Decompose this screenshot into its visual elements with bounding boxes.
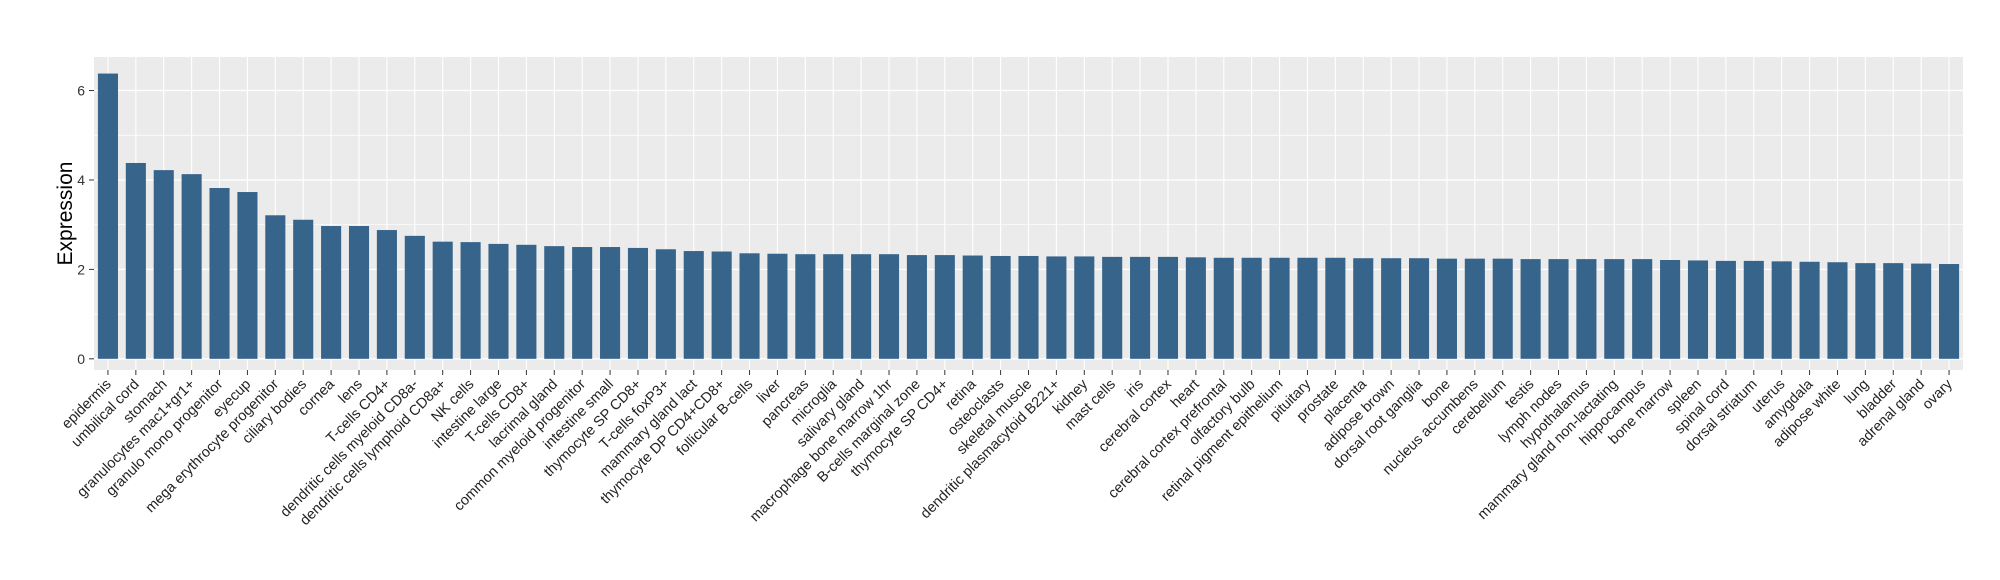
bars: [97, 73, 1960, 359]
bar: [572, 247, 593, 359]
bar: [739, 253, 760, 359]
bar: [1883, 263, 1904, 359]
bar: [1241, 257, 1262, 359]
bar: [1408, 258, 1430, 359]
bar: [1213, 257, 1234, 359]
bar: [1130, 256, 1151, 359]
bar: [1715, 260, 1736, 359]
y-tick-label: 0: [77, 351, 85, 367]
bar: [432, 241, 453, 359]
bar: [823, 254, 844, 359]
y-tick-label: 4: [77, 172, 85, 188]
bar: [1492, 258, 1513, 359]
bar: [404, 235, 425, 359]
bar: [181, 174, 202, 359]
bar: [1325, 257, 1346, 359]
bar: [544, 246, 565, 359]
bar: [125, 162, 146, 359]
bar: [878, 254, 900, 359]
bar: [1576, 259, 1597, 359]
bar: [237, 192, 258, 359]
bar: [851, 254, 872, 359]
bar: [1743, 260, 1764, 359]
bar: [460, 242, 481, 359]
bar: [265, 215, 286, 359]
bar: [1381, 258, 1402, 359]
bar: [293, 219, 314, 359]
bar: [1102, 256, 1123, 359]
bar: [795, 254, 816, 359]
bar: [683, 251, 704, 359]
bar: [1911, 263, 1932, 359]
bar: [1827, 262, 1848, 359]
bar: [516, 244, 537, 359]
bar: [1185, 257, 1206, 359]
bar: [488, 243, 509, 359]
bar: [1353, 258, 1374, 359]
bar: [1799, 261, 1820, 359]
bar: [655, 249, 676, 359]
bar: [321, 226, 342, 359]
bar: [1939, 264, 1960, 359]
bar: [1436, 258, 1457, 359]
bar: [627, 247, 649, 359]
bar: [1269, 257, 1290, 359]
bar: [990, 255, 1011, 359]
bar: [1687, 260, 1709, 359]
bar: [376, 230, 397, 359]
bar: [1632, 259, 1653, 359]
bar: [348, 226, 370, 359]
bar: [934, 255, 955, 359]
bar: [1297, 257, 1318, 359]
y-tick-label: 2: [77, 261, 85, 277]
bar: [1520, 259, 1541, 359]
bar: [906, 255, 927, 359]
bar: [1604, 259, 1625, 359]
y-axis-ticks: 0 2 4 6: [77, 83, 94, 367]
bar: [1464, 258, 1485, 359]
bar: [1660, 260, 1681, 359]
bar: [711, 251, 732, 359]
x-tick-label: ovary: [1919, 376, 1956, 413]
bar: [1771, 261, 1792, 359]
bar: [153, 170, 174, 359]
bar: [1018, 255, 1039, 359]
bar: [600, 247, 621, 359]
bar: [1157, 256, 1179, 359]
bar: [962, 255, 983, 359]
y-axis-title: Expression: [54, 162, 77, 266]
y-tick-label: 6: [77, 83, 85, 99]
bar: [209, 188, 230, 359]
bar: [97, 73, 118, 359]
bar: [1855, 263, 1876, 359]
bar: [1074, 256, 1095, 359]
bar: [1046, 256, 1067, 359]
bar: [767, 253, 788, 359]
bar: [1548, 259, 1569, 359]
